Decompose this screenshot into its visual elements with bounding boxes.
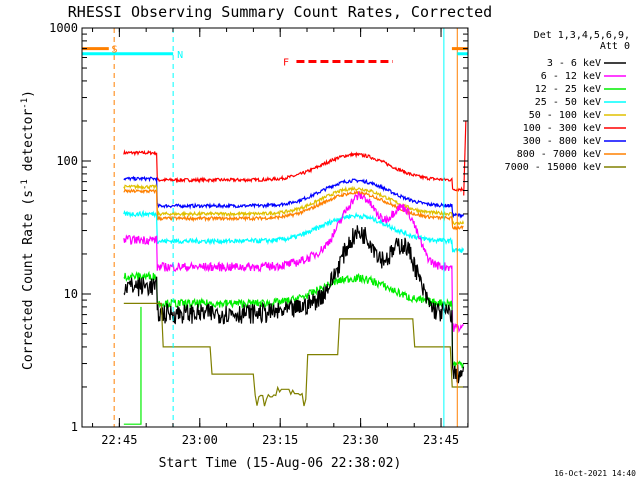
series-line-2: [123, 270, 465, 369]
x-tick-label: 23:00: [182, 433, 218, 447]
legend-label: 12 - 25 keV: [535, 84, 601, 95]
series-line-8: [123, 302, 464, 407]
y-axis-label-sup2: -1: [20, 98, 30, 109]
legend: Det 1,3,4,5,6,9,Att 0 3 - 6 keV 6 - 12 keV…: [505, 30, 630, 173]
y-tick-label: 100: [56, 154, 78, 168]
legend-label: 100 - 300 keV: [523, 123, 601, 134]
y-axis-label-sup1: -1: [20, 179, 30, 190]
legend-header-line: Att 0: [600, 41, 630, 52]
legend-label: 25 - 50 keV: [535, 97, 601, 108]
legend-header-line: Det 1,3,4,5,6,9,: [534, 30, 630, 41]
series-line-3: [123, 209, 465, 253]
night-label: N: [177, 50, 183, 61]
y-tick-label: 10: [64, 287, 78, 301]
x-tick-label: 23:15: [262, 433, 298, 447]
y-axis-label: Corrected Count Rate (s-1 detector-1): [20, 90, 36, 370]
y-axis-label-mid: detector: [21, 109, 36, 180]
series-line-5: [123, 149, 464, 193]
x-tick-label: 23:30: [343, 433, 379, 447]
series-layer: [123, 120, 467, 425]
plot-frame: [81, 27, 469, 428]
series-line-4: [123, 183, 465, 226]
y-tick-label: 1000: [49, 21, 78, 35]
series-line-0: [123, 225, 465, 384]
footer-date: 16-Oct-2021 14:40: [554, 469, 636, 478]
x-tick-label: 23:45: [423, 433, 459, 447]
legend-label: 6 - 12 keV: [541, 71, 601, 82]
saa-label: S: [111, 45, 117, 56]
chart-title: RHESSI Observing Summary Count Rates, Co…: [68, 3, 492, 21]
marker-layer: S N F: [82, 28, 468, 427]
legend-label: 3 - 6 keV: [547, 58, 601, 69]
x-tick-label: 22:45: [101, 433, 137, 447]
y-tick-label: 1: [71, 420, 78, 434]
x-axis-label: Start Time (15-Aug-06 22:38:02): [159, 456, 402, 471]
y-axis-label-main: Corrected Count Rate (s: [21, 190, 36, 370]
legend-label: 7000 - 15000 keV: [505, 162, 601, 173]
legend-label: 50 - 100 keV: [529, 110, 601, 121]
series-line-1: [123, 190, 464, 334]
legend-label: 300 - 800 keV: [523, 136, 601, 147]
series-line-100-300-rise: [463, 120, 467, 196]
y-axis-label-end: ): [21, 90, 36, 98]
series-line-12-25-start: [123, 306, 142, 425]
flare-label: F: [283, 57, 289, 68]
series-line-6: [123, 175, 465, 219]
legend-label: 800 - 7000 keV: [517, 149, 601, 160]
axis-layer: 1 10 100 1000 22:45 23:00 23:15 23:30 23:45: [49, 21, 469, 447]
